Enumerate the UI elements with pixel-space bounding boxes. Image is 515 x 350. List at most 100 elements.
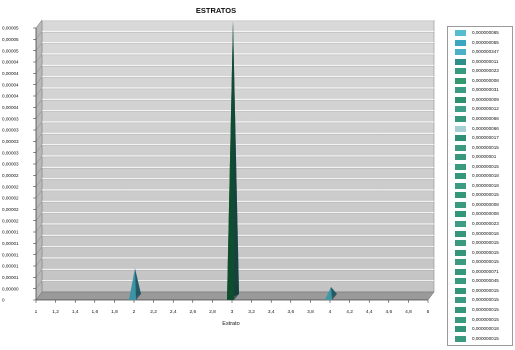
x-tick-label: 4,2 <box>346 309 353 315</box>
legend-swatch <box>455 201 466 208</box>
legend-label: 0,000000018 <box>472 182 499 188</box>
grid-line-depth <box>35 212 43 221</box>
grid-line-depth <box>35 178 43 187</box>
legend-item: 0,000000009 <box>448 96 512 105</box>
grid-line-depth <box>35 65 43 74</box>
legend-item: 0,000000015 <box>448 249 512 258</box>
legend-label: 0,000000015 <box>472 192 499 198</box>
y-tick-label: 0,00003 <box>2 162 19 167</box>
legend-item: 0,000000011 <box>448 58 512 67</box>
legend-item: 0,000000031 <box>448 86 512 95</box>
x-tick-label: 3,8 <box>307 309 314 315</box>
x-tick-label: 1,4 <box>72 309 79 315</box>
legend-label: 0,000000065 <box>472 30 499 35</box>
legend-label: 0,000000018 <box>472 326 499 332</box>
legend-item: 0,000000066 <box>448 125 512 134</box>
legend-item: 0,000000065 <box>448 29 512 38</box>
y-tick-label: 0,00004 <box>2 60 19 65</box>
y-tick-label: 0,00003 <box>2 150 19 155</box>
legend-label: 0,000000015 <box>472 297 499 303</box>
legend-item: 0,000000055 <box>448 39 512 48</box>
x-axis-ticks: 1 1,2 1,4 1,6 1,8 2 2,2 2,4 2,6 2,8 3 3,2 3,4 3,6 3,8 4… <box>35 299 430 315</box>
legend-swatch <box>455 163 466 170</box>
x-tick-label: 1,2 <box>52 309 59 315</box>
legend-item: 0,000000023 <box>448 220 512 229</box>
x-tick-label: 1 <box>35 309 38 315</box>
legend-item: 0,000000347 <box>448 48 512 57</box>
legend-swatch <box>455 211 466 218</box>
legend-item: 0,000000015 <box>448 335 512 344</box>
y-tick-label: 0,00001 <box>2 275 19 280</box>
x-tick-label: 1,6 <box>91 309 98 315</box>
y-tick-label: 0,00004 <box>2 82 19 87</box>
legend-swatch <box>455 49 466 56</box>
legend-swatch <box>455 58 466 65</box>
legend-item: 0,000000023 <box>448 67 512 76</box>
legend-item: 0,000000015 <box>448 296 512 305</box>
grid-line-depth <box>35 235 43 244</box>
peak-mark <box>325 286 337 300</box>
legend-item: 0,000000071 <box>448 268 512 277</box>
legend-item: 0,000000015 <box>448 316 512 325</box>
x-tick-label: 5 <box>427 309 430 315</box>
grid-line-depth <box>35 87 43 97</box>
legend-label: 0,000000015 <box>472 144 499 150</box>
legend-swatch <box>455 278 466 285</box>
grid-line-depth <box>35 280 43 289</box>
y-tick-label: 0,00003 <box>2 116 19 121</box>
legend-item: 0,000000015 <box>448 191 512 200</box>
legend-label: 0,000000066 <box>472 125 499 131</box>
legend-swatch <box>455 30 466 36</box>
legend-label: 0,000000015 <box>472 163 499 169</box>
legend-swatch <box>455 268 466 275</box>
y-tick-label: 0,00005 <box>2 48 19 53</box>
legend-swatch <box>455 230 466 237</box>
legend-swatch <box>455 326 466 333</box>
legend-label: 0,000000015 <box>472 259 499 265</box>
x-tick-label: 3,4 <box>268 309 275 315</box>
y-tick-label: 0,00000 <box>2 286 19 291</box>
legend-item: 0,000000018 <box>448 182 512 191</box>
grid-line-depth <box>35 99 43 108</box>
legend-item: 0,000000018 <box>448 172 512 181</box>
legend-item: 0,000000015 <box>448 287 512 296</box>
y-tick-label: 0,00002 <box>2 184 19 189</box>
legend-item: 0,000000008 <box>448 201 512 210</box>
legend-item: 0,000000018 <box>448 325 512 334</box>
y-tick-label: 0,00004 <box>2 94 19 99</box>
legend-swatch <box>455 135 466 142</box>
x-tick-label: 2,2 <box>150 309 157 315</box>
grid-line-depth <box>35 53 43 63</box>
legend-swatch <box>455 335 466 342</box>
grid-line-depth <box>35 110 43 119</box>
legend-swatch <box>455 96 466 103</box>
legend-swatch <box>455 77 466 84</box>
x-tick-label: 2,4 <box>170 309 177 315</box>
legend-swatch <box>455 297 466 304</box>
legend-label: 0,000000023 <box>472 68 499 74</box>
y-tick-label: 0,00002 <box>2 196 19 201</box>
legend-label: 0,000000016 <box>472 230 499 236</box>
legend-swatch <box>455 115 466 122</box>
legend-label: 0,000000055 <box>472 39 499 45</box>
legend-swatch <box>455 173 466 180</box>
legend-item: 0,000000008 <box>448 210 512 219</box>
legend-label: 0,000000015 <box>472 316 499 322</box>
legend-item: 0,000000015 <box>448 239 512 248</box>
grid-line-depth <box>35 201 43 210</box>
legend-label: 0,000000008 <box>472 211 499 217</box>
legend-label: 0,000000009 <box>472 96 499 102</box>
legend-label: 0,000000015 <box>472 249 499 255</box>
y-tick-label: 0,00003 <box>2 139 19 144</box>
y-tick-label: 0,00002 <box>2 207 19 212</box>
legend-label: 0,000000015 <box>472 335 499 341</box>
legend-item: 0,000000012 <box>448 105 512 114</box>
y-tick-label: 0 <box>2 298 5 303</box>
legend-swatch <box>455 87 466 94</box>
legend-swatch <box>455 221 466 227</box>
y-tick-label: 0,00001 <box>2 230 19 235</box>
legend-label: 0,000000015 <box>472 287 499 293</box>
legend-swatch <box>455 306 466 313</box>
grid-line-depth <box>35 155 43 165</box>
legend-label: 0,000000031 <box>472 87 499 93</box>
